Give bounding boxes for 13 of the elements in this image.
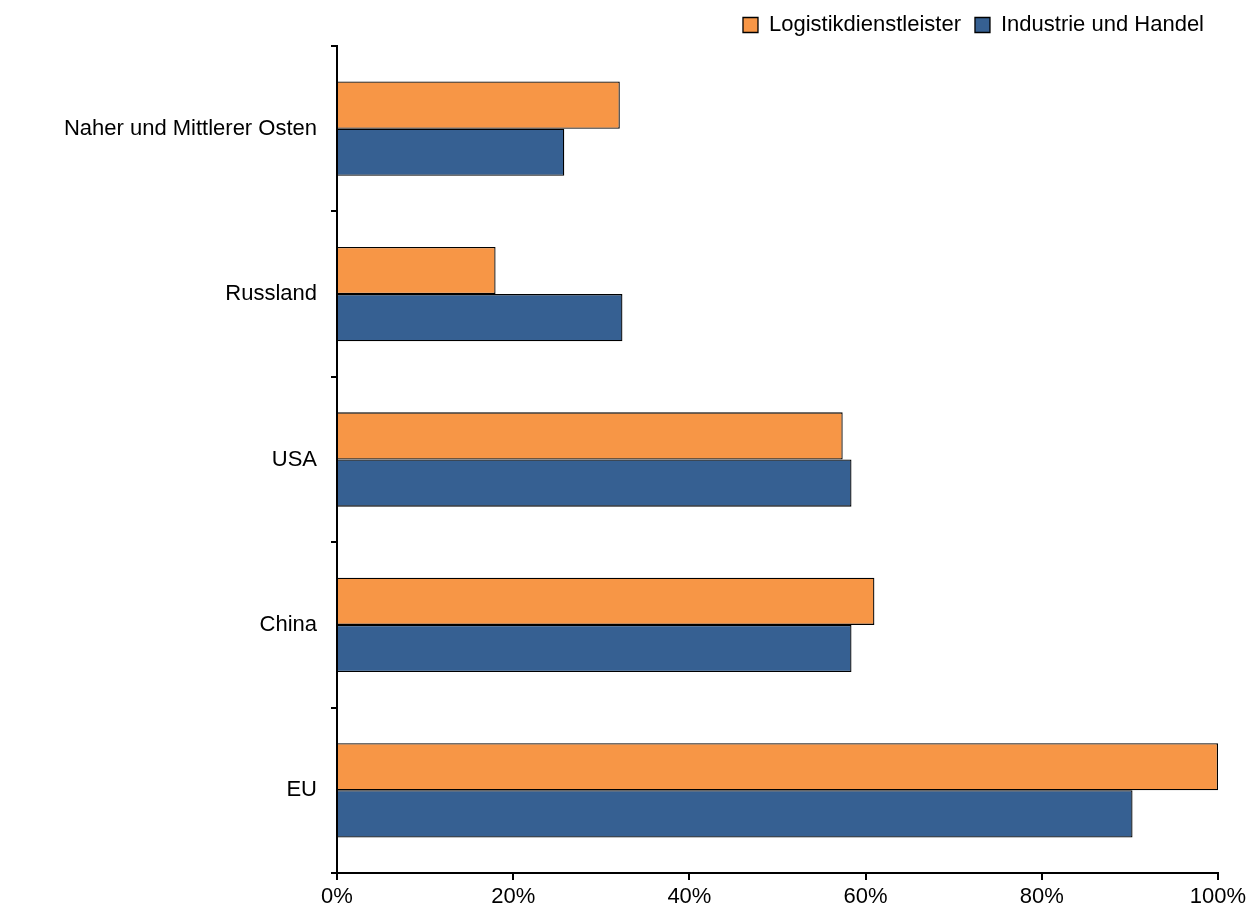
legend-label: Logistikdienstleister [768, 11, 961, 37]
x-tick-label: 0% [321, 883, 353, 909]
y-tick-label: USA [271, 445, 318, 471]
legend-label: Industrie und Handel [1000, 11, 1204, 37]
y-tick-label: Naher und Mittlerer Osten [63, 114, 317, 140]
x-tick-label: 100% [1189, 883, 1247, 909]
y-tick-label: China [259, 610, 318, 636]
x-tick-label: 40% [667, 883, 712, 909]
y-tick-label: EU [286, 776, 317, 802]
x-tick-label: 80% [1019, 883, 1064, 909]
y-tick-label: Russland [225, 280, 317, 306]
x-tick-label: 60% [843, 883, 888, 909]
x-tick-label: 20% [491, 883, 536, 909]
